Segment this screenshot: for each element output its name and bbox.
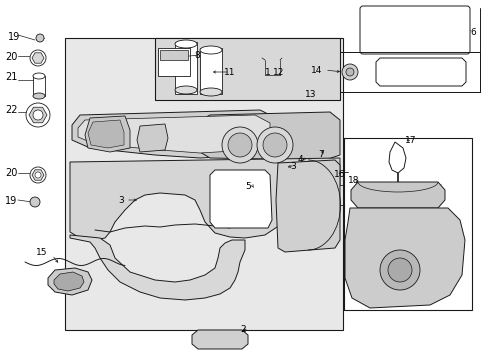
Text: 13: 13 — [305, 90, 316, 99]
Circle shape — [387, 258, 411, 282]
Circle shape — [30, 50, 46, 66]
Polygon shape — [275, 160, 339, 252]
Text: 11: 11 — [224, 68, 235, 77]
Circle shape — [36, 34, 44, 42]
Polygon shape — [85, 116, 130, 152]
Ellipse shape — [175, 86, 197, 94]
Polygon shape — [375, 58, 465, 86]
Bar — [339, 52, 479, 92]
Polygon shape — [388, 142, 405, 173]
Polygon shape — [345, 208, 464, 308]
Polygon shape — [54, 272, 84, 291]
Polygon shape — [361, 8, 467, 52]
Text: 21: 21 — [5, 72, 18, 82]
Circle shape — [30, 197, 40, 207]
Ellipse shape — [33, 73, 45, 79]
Bar — [158, 48, 190, 76]
Text: 10: 10 — [100, 125, 111, 134]
Text: 14: 14 — [310, 66, 322, 75]
Polygon shape — [48, 268, 92, 295]
Polygon shape — [200, 112, 339, 160]
Bar — [155, 38, 339, 100]
Polygon shape — [78, 115, 269, 153]
FancyBboxPatch shape — [359, 6, 469, 54]
Circle shape — [222, 127, 258, 163]
Circle shape — [346, 68, 353, 76]
Circle shape — [263, 133, 286, 157]
Text: 8: 8 — [194, 51, 199, 60]
Ellipse shape — [175, 40, 197, 48]
Text: 22: 22 — [5, 105, 18, 115]
Bar — [200, 48, 222, 94]
Text: 19: 19 — [5, 196, 17, 206]
Text: 1: 1 — [264, 68, 270, 77]
Bar — [33, 76, 45, 96]
Text: 6: 6 — [469, 28, 475, 37]
Text: 16: 16 — [333, 170, 345, 179]
Text: 9: 9 — [145, 132, 150, 141]
Text: 12: 12 — [272, 68, 284, 77]
Polygon shape — [192, 330, 247, 349]
Polygon shape — [137, 124, 168, 152]
Text: 15: 15 — [36, 248, 47, 257]
Ellipse shape — [200, 88, 222, 96]
Text: 20: 20 — [5, 52, 18, 62]
Circle shape — [227, 133, 251, 157]
Text: 20: 20 — [5, 168, 18, 178]
Text: 3: 3 — [118, 196, 123, 205]
Polygon shape — [70, 235, 244, 300]
Bar — [343, 138, 471, 310]
Text: 17: 17 — [404, 136, 416, 145]
Circle shape — [26, 103, 50, 127]
Circle shape — [35, 172, 41, 178]
Polygon shape — [209, 170, 271, 228]
Text: 5: 5 — [244, 182, 250, 191]
Polygon shape — [350, 182, 444, 208]
Polygon shape — [70, 158, 339, 240]
Circle shape — [33, 110, 43, 120]
Circle shape — [379, 250, 419, 290]
Text: 4: 4 — [297, 155, 303, 164]
Text: 2: 2 — [240, 325, 245, 334]
Ellipse shape — [200, 46, 222, 54]
Polygon shape — [72, 110, 280, 158]
Text: 3: 3 — [289, 162, 295, 171]
Bar — [175, 42, 197, 94]
Text: 7: 7 — [317, 150, 323, 159]
Polygon shape — [88, 120, 124, 148]
Text: 18: 18 — [347, 176, 359, 185]
Text: 19: 19 — [8, 32, 20, 42]
Ellipse shape — [33, 93, 45, 99]
Bar — [65, 38, 342, 330]
Circle shape — [30, 167, 46, 183]
Circle shape — [257, 127, 292, 163]
Circle shape — [341, 64, 357, 80]
Bar — [160, 50, 187, 60]
